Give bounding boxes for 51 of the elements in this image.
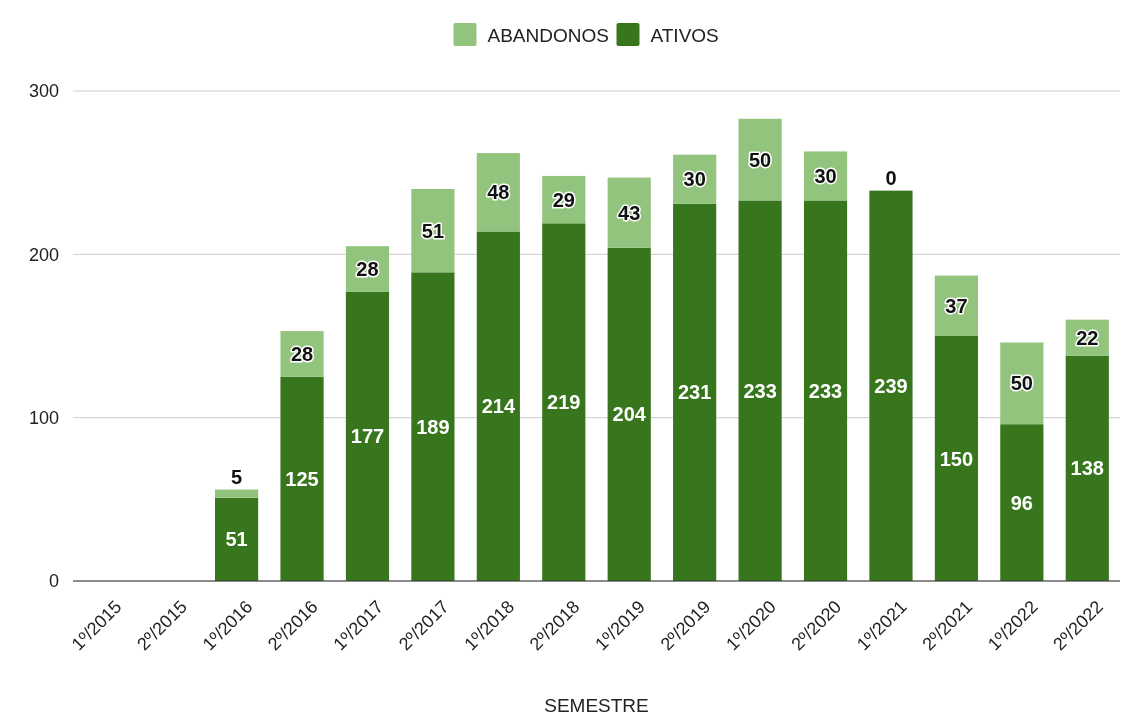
data-label: 30	[683, 168, 706, 191]
data-label: 37	[945, 294, 968, 317]
data-label: 43	[618, 201, 641, 224]
bar	[411, 272, 455, 581]
bar	[607, 247, 651, 581]
data-label: 51	[225, 528, 248, 551]
legend-label: ABANDONOS	[487, 24, 609, 46]
bar	[215, 489, 259, 498]
y-tick-label: 0	[48, 571, 59, 592]
bar	[1000, 424, 1044, 581]
bar	[869, 190, 913, 581]
bar	[280, 376, 324, 581]
y-tick-label: 200	[28, 244, 59, 265]
data-label: 50	[748, 148, 772, 171]
bar	[738, 200, 782, 581]
data-label: 0	[885, 166, 897, 189]
data-label: 51	[421, 219, 445, 242]
data-label: 239	[874, 374, 908, 397]
bar	[738, 118, 782, 201]
data-label: 30	[814, 164, 837, 187]
bar	[673, 203, 717, 581]
data-label: 233	[743, 379, 777, 402]
data-label: 219	[547, 391, 581, 414]
data-label: 125	[285, 467, 319, 490]
data-label: 189	[416, 415, 450, 438]
bar	[803, 200, 848, 581]
bar	[476, 231, 520, 581]
data-label: 50	[1010, 372, 1033, 395]
bar	[345, 291, 390, 581]
data-label: 5	[231, 465, 243, 488]
data-label: 233	[808, 379, 843, 402]
x-axis-title: SEMESTRE	[544, 695, 649, 716]
bar	[934, 336, 978, 581]
data-label: 22	[1076, 326, 1099, 349]
data-label: 138	[1070, 457, 1104, 480]
data-label: 214	[481, 395, 516, 418]
data-label: 204	[612, 403, 647, 426]
data-label: 28	[290, 342, 314, 365]
legend-label: ATIVOS	[650, 24, 719, 46]
data-label: 96	[1010, 491, 1033, 514]
data-label: 29	[552, 188, 575, 211]
data-label: 231	[677, 381, 712, 404]
data-label: 28	[356, 258, 379, 281]
data-label: 150	[939, 447, 974, 470]
y-tick-label: 100	[28, 407, 59, 428]
y-tick-label: 300	[28, 81, 59, 102]
bar	[1065, 355, 1109, 581]
data-label: 177	[350, 425, 385, 448]
data-label: 48	[487, 181, 510, 204]
bar	[411, 189, 455, 273]
bar	[542, 223, 586, 581]
